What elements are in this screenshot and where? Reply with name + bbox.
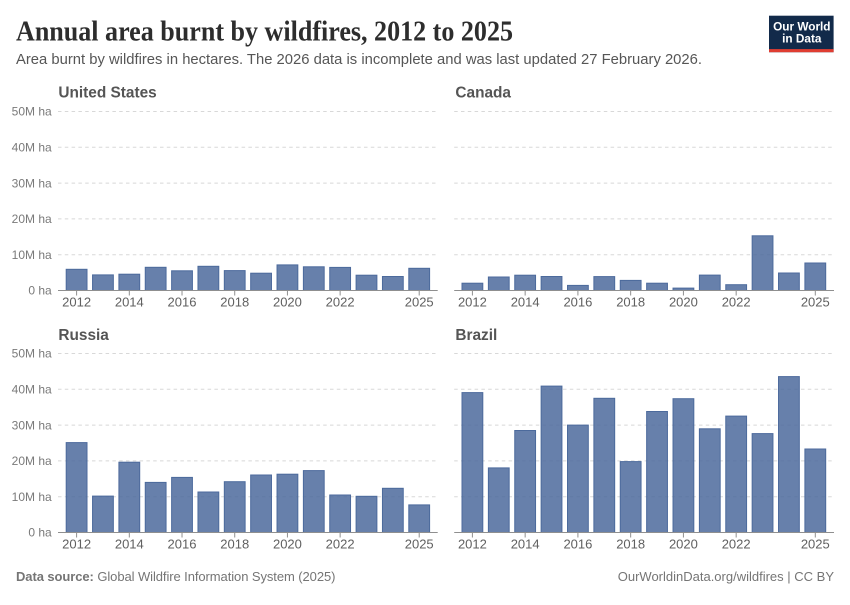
svg-text:Our World: Our World [773,20,830,34]
svg-text:in Data: in Data [782,31,822,45]
svg-text:2025: 2025 [801,295,830,310]
svg-text:2020: 2020 [669,537,698,552]
svg-text:10M ha: 10M ha [12,248,52,262]
svg-text:Area burnt by wildfires in hec: Area burnt by wildfires in hectares. The… [16,52,702,68]
svg-text:2014: 2014 [511,537,540,552]
svg-text:50M ha: 50M ha [12,347,52,361]
svg-text:2022: 2022 [722,537,751,552]
svg-text:40M ha: 40M ha [12,383,52,397]
svg-text:20M ha: 20M ha [12,212,52,226]
svg-text:Canada: Canada [455,85,511,102]
svg-text:2020: 2020 [669,295,698,310]
svg-text:2018: 2018 [616,295,645,310]
svg-text:2012: 2012 [62,295,91,310]
svg-text:2012: 2012 [62,537,91,552]
svg-text:2014: 2014 [511,295,540,310]
svg-text:2022: 2022 [722,295,751,310]
svg-text:10M ha: 10M ha [12,490,52,504]
svg-text:2025: 2025 [405,537,434,552]
svg-text:2016: 2016 [168,537,197,552]
svg-text:2022: 2022 [326,295,355,310]
svg-text:OurWorldinData.org/wildfires |: OurWorldinData.org/wildfires | CC BY [618,569,835,584]
svg-text:2020: 2020 [273,295,302,310]
svg-text:2016: 2016 [563,295,592,310]
svg-text:2014: 2014 [115,537,144,552]
svg-text:United States: United States [58,85,156,102]
svg-text:40M ha: 40M ha [12,141,52,155]
svg-text:2022: 2022 [326,537,355,552]
svg-text:2018: 2018 [220,295,249,310]
svg-text:2018: 2018 [616,537,645,552]
svg-text:0 ha: 0 ha [28,284,52,298]
svg-text:Annual area burnt by wildfires: Annual area burnt by wildfires, 2012 to … [16,17,513,48]
svg-text:Brazil: Brazil [455,327,497,344]
svg-text:Russia: Russia [58,327,109,344]
svg-text:30M ha: 30M ha [12,418,52,432]
svg-text:2020: 2020 [273,537,302,552]
svg-text:2012: 2012 [458,295,487,310]
svg-text:2025: 2025 [801,537,830,552]
svg-text:2012: 2012 [458,537,487,552]
svg-text:50M ha: 50M ha [12,105,52,119]
svg-text:2018: 2018 [220,537,249,552]
svg-text:2016: 2016 [168,295,197,310]
svg-text:2016: 2016 [563,537,592,552]
svg-text:30M ha: 30M ha [12,176,52,190]
svg-text:0 ha: 0 ha [28,526,52,540]
svg-text:Data source: Global Wildfire I: Data source: Global Wildfire Information… [16,569,335,584]
svg-text:2014: 2014 [115,295,144,310]
svg-text:2025: 2025 [405,295,434,310]
svg-text:20M ha: 20M ha [12,454,52,468]
